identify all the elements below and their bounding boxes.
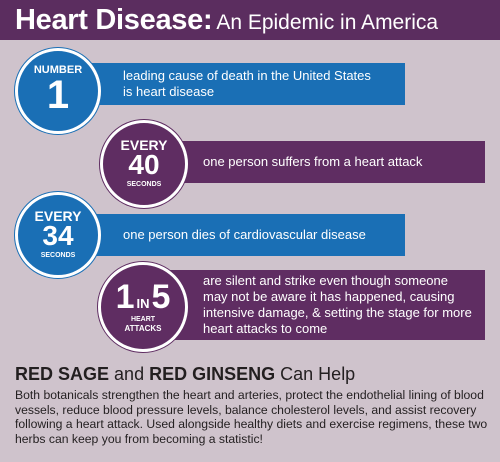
header-banner: Heart Disease: An Epidemic in America xyxy=(0,0,500,40)
badge-mid-label: IN xyxy=(136,296,150,311)
herb-one: RED SAGE xyxy=(15,364,110,384)
title-strong: Heart Disease: xyxy=(15,4,213,36)
herb-two: RED GINSENG xyxy=(149,364,276,384)
badge-bottom-label: SECONDS xyxy=(40,252,76,259)
badge-big-number: 1 xyxy=(46,73,70,117)
fact-band-number-one: leading cause of death in the United Sta… xyxy=(75,63,405,105)
badge-big-number: 34 xyxy=(42,220,74,251)
badge-every-34: EVERY 34 SECONDS xyxy=(15,192,101,278)
badge-big-number-a: 1 xyxy=(115,278,135,316)
fact-band-every-34: one person dies of cardiovascular diseas… xyxy=(75,214,405,256)
badge-bottom-label: SECONDS xyxy=(126,181,162,188)
fact-band-one-in-five: are silent and strike even though someon… xyxy=(155,270,485,340)
badge-ratio: 1 IN5 xyxy=(101,278,185,323)
fact-band-every-40: one person suffers from a heart attack xyxy=(155,141,485,183)
help-body-text: Both botanicals strengthen the heart and… xyxy=(15,388,488,446)
page-title: Heart Disease: An Epidemic in America xyxy=(15,4,438,37)
badge-top-label: EVERY xyxy=(34,208,82,224)
badge-bottom-label-2: ATTACKS xyxy=(124,324,162,333)
fact-text: one person dies of cardiovascular diseas… xyxy=(123,227,366,242)
fact-text: one person suffers from a heart attack xyxy=(203,154,423,169)
badge-top-label: NUMBER xyxy=(33,64,83,76)
badge-top-label: EVERY xyxy=(120,137,168,153)
badge-number-one: NUMBER 1 xyxy=(15,48,101,134)
heading-suffix: Can Help xyxy=(280,364,356,384)
help-heading: RED SAGE and RED GINSENG Can Help xyxy=(15,364,355,385)
fact-text: are silent and strike even though someon… xyxy=(203,273,472,336)
badge-big-number-b: 5 xyxy=(151,278,171,316)
badge-one-in-five: 1 IN5 HEART ATTACKS xyxy=(98,262,188,352)
badge-bottom-label-1: HEART xyxy=(130,316,156,323)
badge-big-number: 40 xyxy=(128,149,160,180)
fact-text: leading cause of death in the United Sta… xyxy=(123,68,371,99)
title-light: An Epidemic in America xyxy=(216,11,439,34)
heading-and: and xyxy=(114,364,145,384)
badge-every-40: EVERY 40 SECONDS xyxy=(100,120,188,208)
